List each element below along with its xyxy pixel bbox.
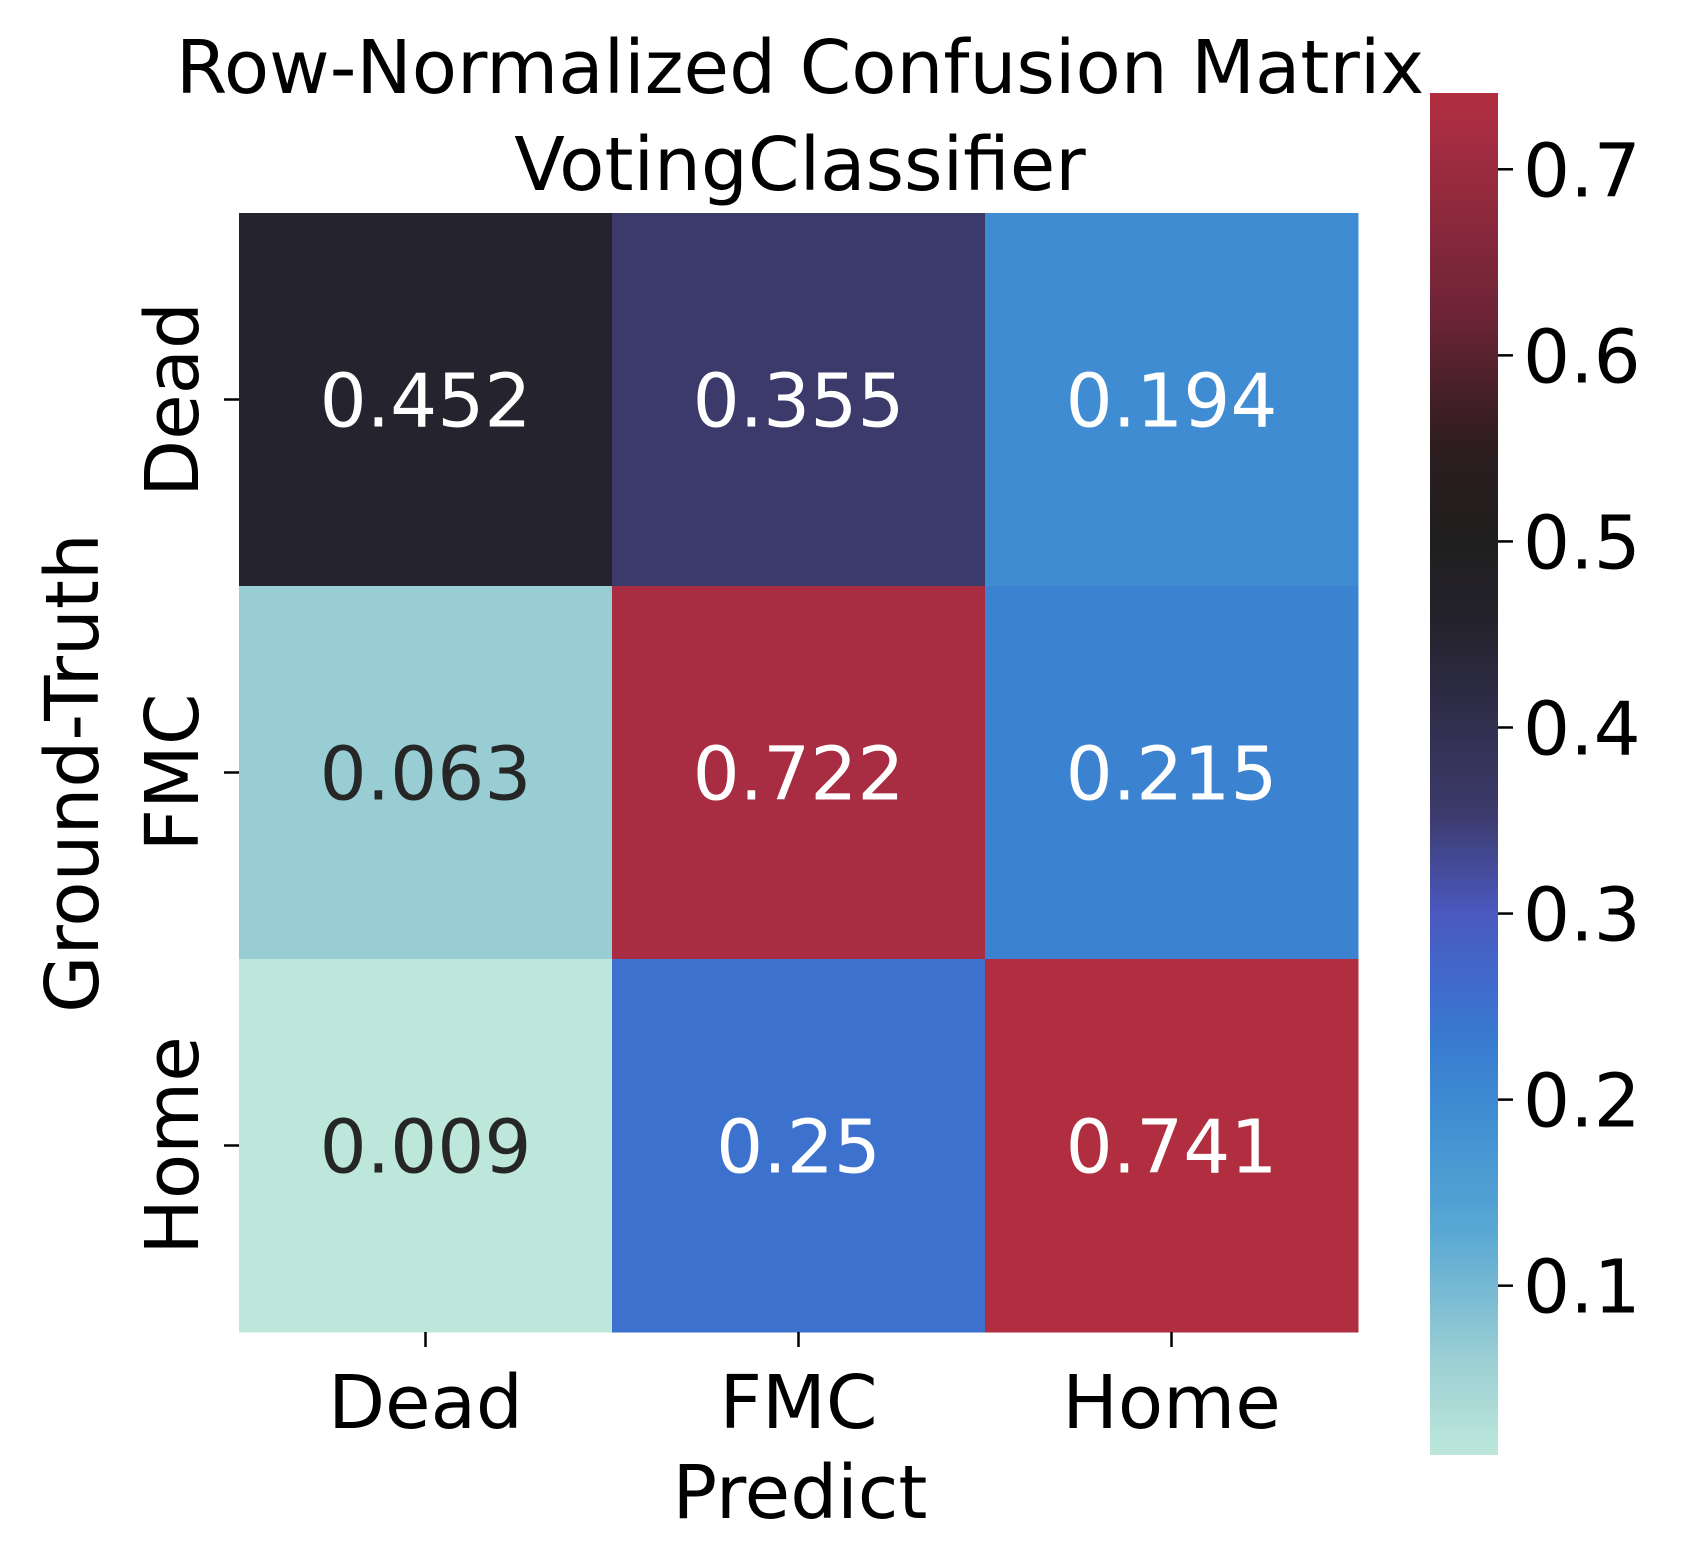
heatmap-cell-home-home — [985, 959, 1359, 1333]
heatmap-cell-home-fmc — [612, 959, 986, 1333]
cell-value-label: 0.25 — [716, 1105, 881, 1191]
heatmap-annotations: 0.452 0.355 0.194 0.063 0.722 0.215 0.009 0.25 0… — [320, 359, 1278, 1191]
colorbar-ticks: 0.1 0.2 0.3 0.4 0.5 0.6 0.7 — [1498, 128, 1641, 1331]
heatmap-cell-dead-dead — [239, 213, 613, 587]
y-tick-label: Dead — [130, 302, 216, 497]
colorbar-tick-label: 0.5 — [1523, 500, 1641, 586]
colorbar-tick-label: 0.1 — [1523, 1245, 1641, 1331]
chart-title-line-2: VotingClassifier — [514, 122, 1086, 208]
heatmap-cell-dead-home — [985, 213, 1359, 587]
cell-value-label: 0.063 — [320, 732, 532, 818]
heatmap-cell-fmc-home — [985, 586, 1359, 960]
colorbar-tick-label: 0.4 — [1523, 686, 1641, 772]
y-axis: Dead FMC Home — [130, 302, 239, 1255]
x-axis: Dead FMC Home — [328, 1332, 1281, 1446]
y-tick-label: Home — [130, 1036, 216, 1255]
heatmap-cell-dead-fmc — [612, 213, 986, 587]
cell-value-label: 0.722 — [693, 732, 905, 818]
cell-value-label: 0.355 — [693, 359, 905, 445]
cell-value-label: 0.009 — [320, 1105, 532, 1191]
colorbar-tick-label: 0.6 — [1523, 314, 1641, 400]
heatmap-cell-home-dead — [239, 959, 613, 1333]
cell-value-label: 0.452 — [320, 359, 532, 445]
colorbar-tick-label: 0.3 — [1523, 873, 1641, 959]
x-axis-label: Predict — [673, 1450, 928, 1536]
chart-title: Row-Normalized Confusion Matrix VotingCl… — [176, 25, 1424, 208]
y-axis-label: Ground-Truth — [30, 533, 116, 1013]
x-tick-label: FMC — [719, 1360, 877, 1446]
x-tick-label: Dead — [328, 1360, 523, 1446]
cell-value-label: 0.194 — [1066, 359, 1278, 445]
colorbar-tick-label: 0.2 — [1523, 1059, 1641, 1145]
colorbar: 0.1 0.2 0.3 0.4 0.5 0.6 0.7 — [1430, 93, 1641, 1455]
colorbar-gradient — [1430, 93, 1498, 1455]
cell-value-label: 0.741 — [1066, 1105, 1278, 1191]
heatmap-cell-fmc-dead — [239, 586, 613, 960]
colorbar-tick-label: 0.7 — [1523, 128, 1641, 214]
x-tick-label: Home — [1062, 1360, 1281, 1446]
chart-title-line-1: Row-Normalized Confusion Matrix — [176, 25, 1424, 111]
heatmap-cell-fmc-fmc — [612, 586, 986, 960]
heatmap-cells — [239, 213, 1359, 1333]
y-tick-label: FMC — [130, 693, 216, 851]
cell-value-label: 0.215 — [1066, 732, 1278, 818]
